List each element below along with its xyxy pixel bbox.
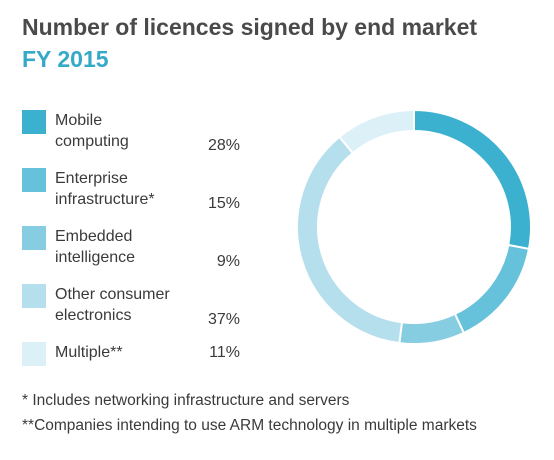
legend-item-other-consumer-electronics: Other consumer electronics 37%: [22, 284, 240, 328]
donut-chart: [296, 108, 532, 345]
legend-value-mobile-computing: 28%: [207, 137, 240, 154]
legend-label-embedded-intelligence: Embedded intelligence: [55, 228, 136, 266]
donut-slice-mobile-computing: [413, 108, 532, 251]
legend-value-embedded-intelligence: 9%: [216, 253, 240, 270]
legend-value-enterprise-infrastructure: 15%: [207, 195, 240, 212]
donut-slice-embedded-intelligence: [398, 312, 466, 345]
footnote-networking: * Includes networking infrastructure and…: [22, 392, 350, 409]
legend-swatch-mobile-computing: [22, 110, 46, 134]
footnote-multiple-markets: **Companies intending to use ARM technol…: [22, 417, 477, 434]
donut-slice-enterprise-infrastructure: [453, 243, 531, 335]
legend-label-other-consumer-electronics: Other consumer electronics: [55, 286, 170, 324]
donut-slice-other-consumer-electronics: [296, 135, 404, 345]
donut-slice-multiple: [338, 108, 415, 155]
footnotes: * Includes networking infrastructure and…: [22, 388, 477, 438]
legend-swatch-enterprise-infrastructure: [22, 168, 46, 192]
legend-swatch-embedded-intelligence: [22, 226, 46, 250]
legend-value-multiple: 11%: [209, 344, 240, 361]
legend-item-multiple: Multiple** 11%: [22, 342, 240, 386]
legend-item-enterprise-infrastructure: Enterprise infrastructure* 15%: [22, 168, 240, 212]
chart-subtitle: FY 2015: [22, 46, 109, 72]
legend-value-other-consumer-electronics: 37%: [207, 311, 240, 328]
legend-label-mobile-computing: Mobile computing: [55, 112, 129, 150]
legend-swatch-other-consumer-electronics: [22, 284, 46, 308]
legend-label-enterprise-infrastructure: Enterprise infrastructure*: [55, 170, 155, 208]
chart-title: Number of licences signed by end market: [22, 14, 478, 40]
legend-swatch-multiple: [22, 342, 46, 366]
legend-item-embedded-intelligence: Embedded intelligence 9%: [22, 226, 240, 270]
legend-label-multiple: Multiple**: [55, 344, 123, 361]
legend-item-mobile-computing: Mobile computing 28%: [22, 110, 240, 154]
